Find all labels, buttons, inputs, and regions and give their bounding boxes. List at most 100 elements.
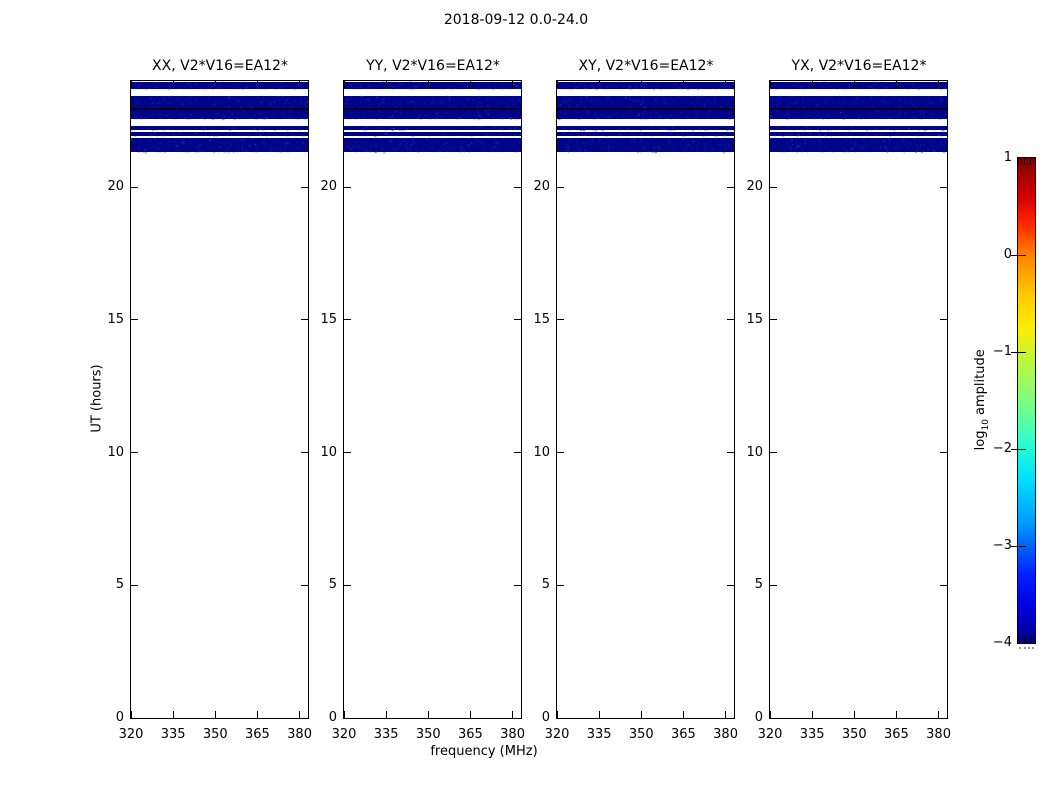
heatmap-panel-xx [130, 80, 309, 719]
x-axis-tick [299, 81, 301, 88]
y-tick-label: 15 [107, 311, 124, 327]
y-axis-tick [131, 584, 138, 586]
x-tick-label: 380 [713, 727, 738, 742]
y-tick-label: 10 [533, 444, 550, 460]
x-axis-tick [853, 711, 855, 718]
panel-title-yx: YX, V2*V16=EA12* [791, 58, 927, 74]
y-axis-tick [301, 319, 308, 321]
x-tick-label: 320 [757, 727, 783, 742]
y-tick-label: 20 [533, 179, 550, 195]
y-axis-tick [131, 186, 138, 188]
y-axis-tick [514, 452, 521, 454]
y-axis-tick [557, 584, 564, 586]
y-axis-tick [557, 319, 564, 321]
x-axis-tick [427, 81, 429, 88]
x-tick-label: 350 [841, 727, 867, 742]
x-axis-tick [512, 711, 514, 718]
x-axis-tick [556, 81, 558, 88]
x-axis-tick [469, 81, 471, 88]
y-axis-tick [770, 717, 777, 719]
x-axis-tick [598, 711, 600, 718]
y-axis-tick [770, 186, 777, 188]
y-axis-tick [344, 717, 351, 719]
y-tick-label: 0 [328, 710, 337, 725]
heatmap-panel-xy [556, 80, 735, 719]
y-axis-label: UT (hours) [89, 364, 105, 433]
y-axis-tick [770, 584, 777, 586]
y-tick-label: 15 [320, 311, 337, 327]
x-axis-tick [640, 711, 642, 718]
colorbar [1017, 157, 1036, 644]
x-axis-label: frequency (MHz) [430, 744, 538, 759]
colorbar-label-sub: 10 [980, 419, 991, 431]
y-axis-tick [727, 584, 734, 586]
y-axis-tick [940, 186, 947, 188]
colorbar-tick [1011, 545, 1026, 547]
colorbar-tick [1011, 351, 1026, 353]
x-tick-label: 380 [287, 727, 312, 742]
x-axis-tick [256, 711, 258, 718]
x-tick-label: 335 [586, 727, 612, 742]
y-axis-tick [344, 319, 351, 321]
colorbar-top-hatch [1018, 158, 1035, 165]
noise-speckle-canvas [770, 81, 947, 718]
y-tick-label: 15 [746, 311, 763, 327]
x-axis-tick [640, 81, 642, 88]
x-axis-tick [172, 711, 174, 718]
y-axis-tick [514, 186, 521, 188]
x-tick-label: 320 [331, 727, 357, 742]
x-axis-tick [214, 81, 216, 88]
y-axis-tick [940, 319, 947, 321]
colorbar-tick [1011, 448, 1026, 450]
y-tick-label: 5 [754, 577, 763, 593]
x-axis-tick [427, 711, 429, 718]
x-tick-label: 380 [926, 727, 951, 742]
y-tick-label: 10 [746, 444, 763, 460]
y-tick-label: 0 [115, 710, 124, 725]
y-tick-label: 5 [328, 577, 337, 593]
panel-title-xy: XY, V2*V16=EA12* [578, 58, 714, 74]
x-tick-label: 380 [500, 727, 525, 742]
y-tick-label: 0 [754, 710, 763, 725]
y-tick-label: 5 [541, 577, 550, 593]
y-axis-tick [301, 584, 308, 586]
y-axis-tick [557, 452, 564, 454]
x-tick-label: 320 [118, 727, 144, 742]
x-tick-label: 335 [799, 727, 825, 742]
colorbar-tick-label: 1 [1003, 150, 1012, 165]
y-axis-tick [727, 186, 734, 188]
x-axis-tick [811, 81, 813, 88]
x-axis-tick [682, 711, 684, 718]
x-axis-tick [938, 81, 940, 88]
heatmap-panel-yx [769, 80, 948, 719]
x-tick-label: 335 [373, 727, 399, 742]
x-tick-label: 365 [884, 727, 909, 742]
x-tick-label: 365 [458, 727, 483, 742]
x-axis-tick [512, 81, 514, 88]
x-axis-tick [895, 81, 897, 88]
y-tick-label: 10 [107, 444, 124, 460]
x-axis-tick [769, 711, 771, 718]
y-axis-tick [514, 584, 521, 586]
panel-title-yy: YY, V2*V16=EA12* [366, 58, 500, 74]
x-axis-tick [343, 81, 345, 88]
panel-title-xx: XX, V2*V16=EA12* [152, 58, 288, 74]
x-axis-tick [682, 81, 684, 88]
x-axis-tick [385, 711, 387, 718]
x-tick-label: 320 [544, 727, 570, 742]
colorbar-tick-label: −3 [992, 538, 1012, 553]
y-axis-tick [131, 319, 138, 321]
noise-speckle-canvas [557, 81, 734, 718]
x-tick-label: 365 [245, 727, 270, 742]
y-axis-tick [344, 186, 351, 188]
colorbar-underflow-dots [1019, 647, 1034, 649]
y-axis-tick [344, 452, 351, 454]
x-axis-tick [725, 81, 727, 88]
colorbar-tick-label: −2 [992, 441, 1012, 456]
y-axis-tick [344, 584, 351, 586]
x-tick-label: 350 [415, 727, 441, 742]
x-axis-tick [938, 711, 940, 718]
y-tick-label: 15 [533, 311, 550, 327]
x-axis-tick [214, 711, 216, 718]
x-axis-tick [469, 711, 471, 718]
